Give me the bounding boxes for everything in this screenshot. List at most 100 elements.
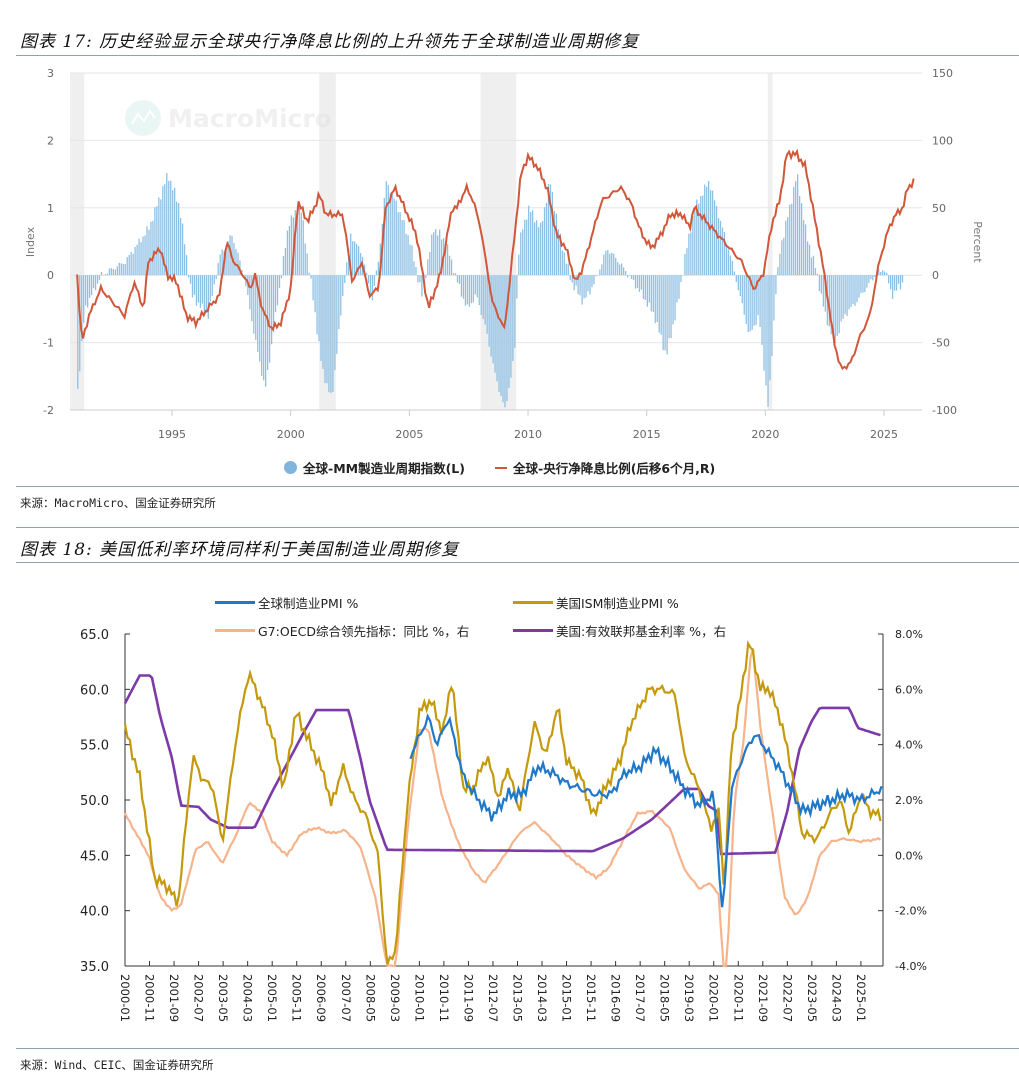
legend-item-global-pmi: 全球制造业PMI % [215, 593, 358, 612]
index-bar [393, 198, 395, 276]
index-bar [769, 275, 771, 381]
index-bar [280, 275, 283, 279]
index-bar [504, 275, 506, 408]
line-icon [495, 466, 507, 469]
index-bar [259, 275, 261, 362]
index-bar [800, 203, 803, 276]
index-bar [179, 218, 182, 276]
index-bar [654, 275, 656, 324]
right-tick-label: -4.0% [895, 960, 927, 973]
index-bar [832, 275, 834, 334]
index-bar [628, 275, 631, 276]
index-bar [126, 257, 128, 276]
index-bar [484, 275, 486, 325]
index-bar [870, 275, 872, 280]
index-bar [144, 235, 146, 276]
index-bar [187, 275, 190, 278]
divider [16, 562, 1019, 563]
index-bar [181, 223, 184, 276]
index-bar [850, 275, 852, 307]
index-bar [437, 235, 439, 276]
index-bar [312, 275, 314, 301]
index-bar [543, 207, 546, 276]
index-bar [304, 243, 306, 276]
index-bar [674, 275, 676, 321]
legend-item-mm-index: 全球-MM製造业周期指数(L) [284, 458, 465, 477]
index-bar [660, 275, 662, 335]
index-bar [727, 249, 730, 276]
x-tick-label: 2003-05 [216, 974, 230, 1022]
index-bar [670, 275, 672, 339]
index-bar [887, 275, 890, 284]
x-tick-label: 2010-01 [412, 974, 426, 1022]
index-bar [854, 275, 856, 306]
x-tick-label: 2006-09 [314, 974, 328, 1022]
index-bar [761, 275, 763, 345]
index-bar [326, 275, 328, 384]
index-bar [595, 275, 597, 277]
index-bar [789, 204, 791, 276]
index-bar [626, 275, 629, 278]
index-bar [225, 245, 227, 276]
index-bar [668, 275, 670, 339]
index-bar [122, 263, 124, 276]
index-bar [154, 207, 156, 276]
right-tick-label: 2.0% [895, 794, 923, 807]
index-bar [342, 275, 344, 297]
index-bar [698, 203, 700, 276]
index-bar [559, 233, 561, 276]
index-bar [265, 275, 267, 387]
x-tick-label: 2011-09 [461, 974, 475, 1022]
index-bar [308, 272, 310, 276]
index-bar [274, 275, 277, 313]
right-tick-label: 4.0% [895, 739, 923, 752]
index-bar [899, 275, 902, 290]
right-tick-label: 100 [932, 134, 953, 147]
line-icon [513, 601, 553, 604]
index-bar [541, 221, 544, 276]
index-bar [684, 253, 686, 276]
index-bar [820, 275, 823, 294]
index-bar [221, 249, 223, 276]
index-bar [106, 273, 109, 276]
index-bar [456, 275, 459, 283]
index-bar [508, 275, 510, 389]
index-bar [355, 243, 358, 276]
index-bar [573, 275, 575, 291]
index-bar [719, 220, 722, 276]
index-bar [324, 275, 326, 384]
index-bar [448, 255, 451, 276]
index-bar [444, 245, 447, 276]
index-bar [524, 219, 526, 276]
x-tick-label: 2000-01 [118, 974, 132, 1022]
index-bar [336, 275, 338, 354]
index-bar [229, 235, 231, 276]
right-tick-label: -50 [932, 337, 950, 350]
divider [16, 527, 1019, 528]
index-bar [749, 275, 751, 332]
index-bar [816, 273, 819, 276]
fed-funds-line [123, 674, 881, 856]
index-bar [706, 186, 708, 276]
index-bar [889, 275, 892, 290]
index-bar [557, 229, 560, 276]
index-bar [452, 273, 455, 276]
index-bar [779, 253, 781, 276]
index-bar [134, 247, 136, 276]
index-bar [808, 244, 811, 276]
index-bar [636, 275, 639, 289]
index-bar [367, 275, 370, 284]
index-bar [174, 187, 176, 276]
legend-label: 全球-央行净降息比例(后移6个月,R) [513, 461, 716, 476]
x-tick-label: 2007-07 [339, 974, 353, 1022]
index-bar [328, 275, 330, 393]
index-bar [571, 275, 573, 283]
index-bar [866, 275, 868, 288]
index-bar [601, 264, 603, 276]
index-bar [880, 271, 882, 276]
global-pmi-line [409, 713, 883, 908]
x-tick-label: 2016-09 [609, 974, 623, 1022]
index-bar [860, 275, 862, 294]
index-bar [549, 184, 552, 276]
index-bar [405, 233, 407, 276]
